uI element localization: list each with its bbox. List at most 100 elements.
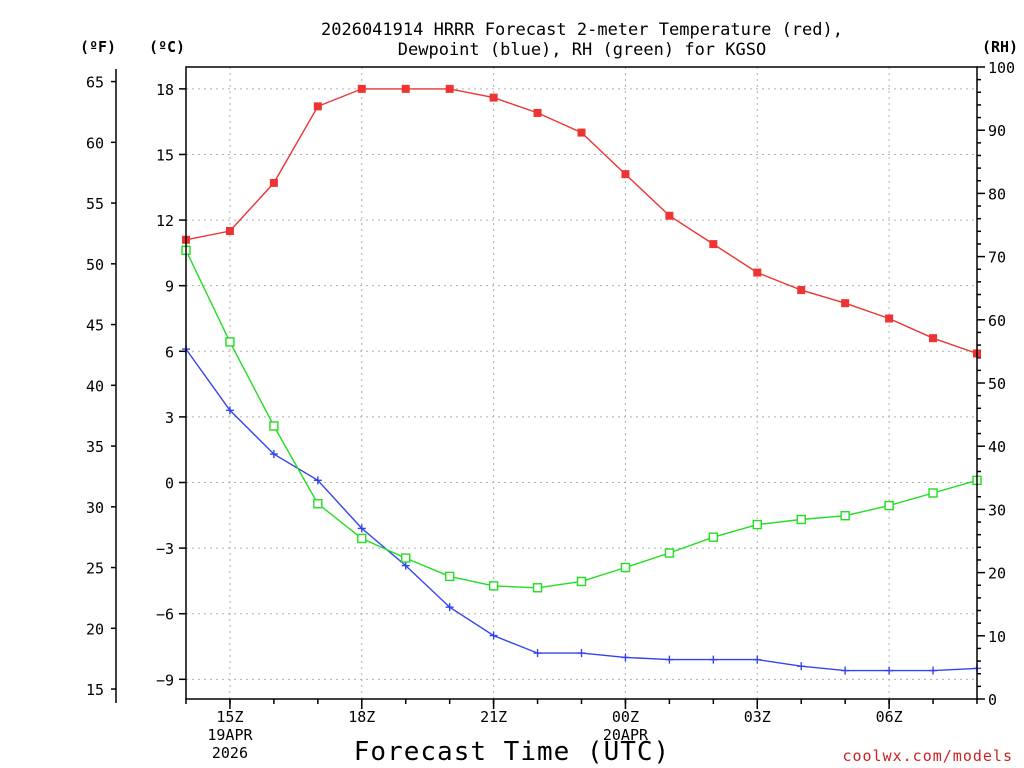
temperature-point xyxy=(841,299,850,308)
temperature-point xyxy=(621,170,630,179)
temperature-point xyxy=(269,178,278,187)
chart-title-line2: Dewpoint (blue), RH (green) for KGSO xyxy=(398,40,766,60)
fahrenheit-tick-label: 25 xyxy=(86,560,104,578)
fahrenheit-tick-label: 50 xyxy=(86,256,104,274)
rh-point xyxy=(752,519,762,530)
fahrenheit-tick-label: 15 xyxy=(86,681,104,699)
rh-line xyxy=(185,249,978,589)
rh-tick-label: 80 xyxy=(988,185,1006,203)
temperature-point xyxy=(533,108,542,117)
temperature-point xyxy=(797,286,806,295)
dewpoint-point xyxy=(709,655,718,664)
rh-tick-label: 20 xyxy=(988,565,1006,583)
dewpoint-point xyxy=(929,666,938,675)
rh-axis: 0 10 20 30 40 50 60 70 80 90 100 xyxy=(977,59,1015,709)
celsius-tick-label: 6 xyxy=(165,343,174,361)
rh-tick-label: 50 xyxy=(988,375,1006,393)
dewpoint-point xyxy=(533,649,542,658)
rh-point xyxy=(313,499,323,509)
time-tick-label: 21Z xyxy=(480,708,507,726)
temperature-point xyxy=(885,314,894,323)
dewpoint-point xyxy=(753,655,762,664)
fahrenheit-tick-label: 55 xyxy=(86,195,104,213)
temperature-point xyxy=(313,102,322,111)
rh-tick-label: 40 xyxy=(988,438,1006,456)
dewpoint-point xyxy=(445,603,454,612)
rh-point xyxy=(884,500,894,511)
dewpoint-point xyxy=(665,655,674,664)
x-axis-title: Forecast Time (UTC) xyxy=(354,737,670,767)
rh-point xyxy=(796,514,806,525)
dewpoint-point xyxy=(841,666,850,675)
rh-tick-label: 90 xyxy=(988,122,1006,140)
fahrenheit-axis: 15 20 25 30 35 40 45 50 55 60 65 xyxy=(86,69,117,703)
time-tick-label: 18Z xyxy=(348,708,375,726)
rh-point xyxy=(532,583,543,593)
fahrenheit-tick-label: 30 xyxy=(86,499,104,517)
rh-point xyxy=(225,337,235,347)
dewpoint-point xyxy=(797,662,806,671)
fahrenheit-tick-label: 20 xyxy=(86,620,104,638)
dewpoint-point xyxy=(313,476,322,485)
gridlines xyxy=(186,67,977,699)
rh-point xyxy=(708,532,719,542)
rh-tick-label: 0 xyxy=(988,691,997,709)
time-tick-label: 15Z xyxy=(216,708,243,726)
rh-tick-label: 100 xyxy=(988,59,1015,77)
fahrenheit-unit-label: (ºF) xyxy=(80,38,116,56)
celsius-tick-label: −9 xyxy=(156,671,174,689)
fahrenheit-tick-label: 60 xyxy=(86,134,104,152)
rh-point xyxy=(444,571,455,582)
rh-point xyxy=(576,576,587,587)
celsius-tick-label: 15 xyxy=(156,146,174,164)
time-tick-label: 00Z xyxy=(612,708,639,726)
rh-tick-label: 10 xyxy=(988,628,1006,646)
celsius-tick-label: 0 xyxy=(165,475,174,493)
celsius-tick-label: −6 xyxy=(156,606,174,624)
rh-point xyxy=(357,533,367,544)
time-tick-label: 19APR xyxy=(207,726,253,744)
temperature-point xyxy=(225,227,234,236)
rh-tick-label: 60 xyxy=(988,312,1006,330)
fahrenheit-tick-label: 35 xyxy=(86,438,104,456)
celsius-axis: −9 −6 −3 0 3 6 9 12 15 18 xyxy=(156,81,186,689)
temperature-point xyxy=(489,93,498,102)
temperature-point xyxy=(445,84,454,93)
celsius-tick-label: 18 xyxy=(156,81,174,99)
dewpoint-line xyxy=(185,348,978,672)
celsius-tick-label: 12 xyxy=(156,212,174,230)
fahrenheit-tick-label: 40 xyxy=(86,377,104,395)
celsius-tick-label: 9 xyxy=(165,278,174,296)
credit-label: coolwx.com/models xyxy=(842,747,1013,765)
series-layer xyxy=(181,84,982,675)
rh-tick-label: 70 xyxy=(988,249,1006,267)
dewpoint-point xyxy=(225,406,234,415)
temperature-point xyxy=(401,84,410,93)
celsius-unit-label: (ºC) xyxy=(149,38,185,56)
fahrenheit-tick-label: 45 xyxy=(86,317,104,335)
rh-point xyxy=(664,548,675,558)
rh-point xyxy=(620,562,631,573)
rh-tick-label: 30 xyxy=(988,501,1006,519)
temperature-point xyxy=(577,128,586,137)
dewpoint-point xyxy=(269,450,278,459)
time-tick-label: 20APR xyxy=(603,726,649,744)
chart-title-line1: 2026041914 HRRR Forecast 2-meter Tempera… xyxy=(321,20,843,40)
temperature-point xyxy=(753,268,762,277)
rh-point xyxy=(840,511,850,521)
dewpoint-point xyxy=(489,631,498,640)
time-tick-label: 2026 xyxy=(212,744,248,762)
time-tick-label: 06Z xyxy=(876,708,903,726)
rh-point xyxy=(401,553,411,563)
dewpoint-point xyxy=(885,666,894,675)
temperature-point xyxy=(709,240,718,249)
rh-point xyxy=(928,488,938,498)
dewpoint-point xyxy=(621,653,630,662)
time-tick-label: 03Z xyxy=(744,708,771,726)
temperature-line xyxy=(185,88,978,355)
celsius-tick-label: 3 xyxy=(165,409,174,427)
rh-point xyxy=(488,581,499,591)
dewpoint-point xyxy=(401,561,410,570)
